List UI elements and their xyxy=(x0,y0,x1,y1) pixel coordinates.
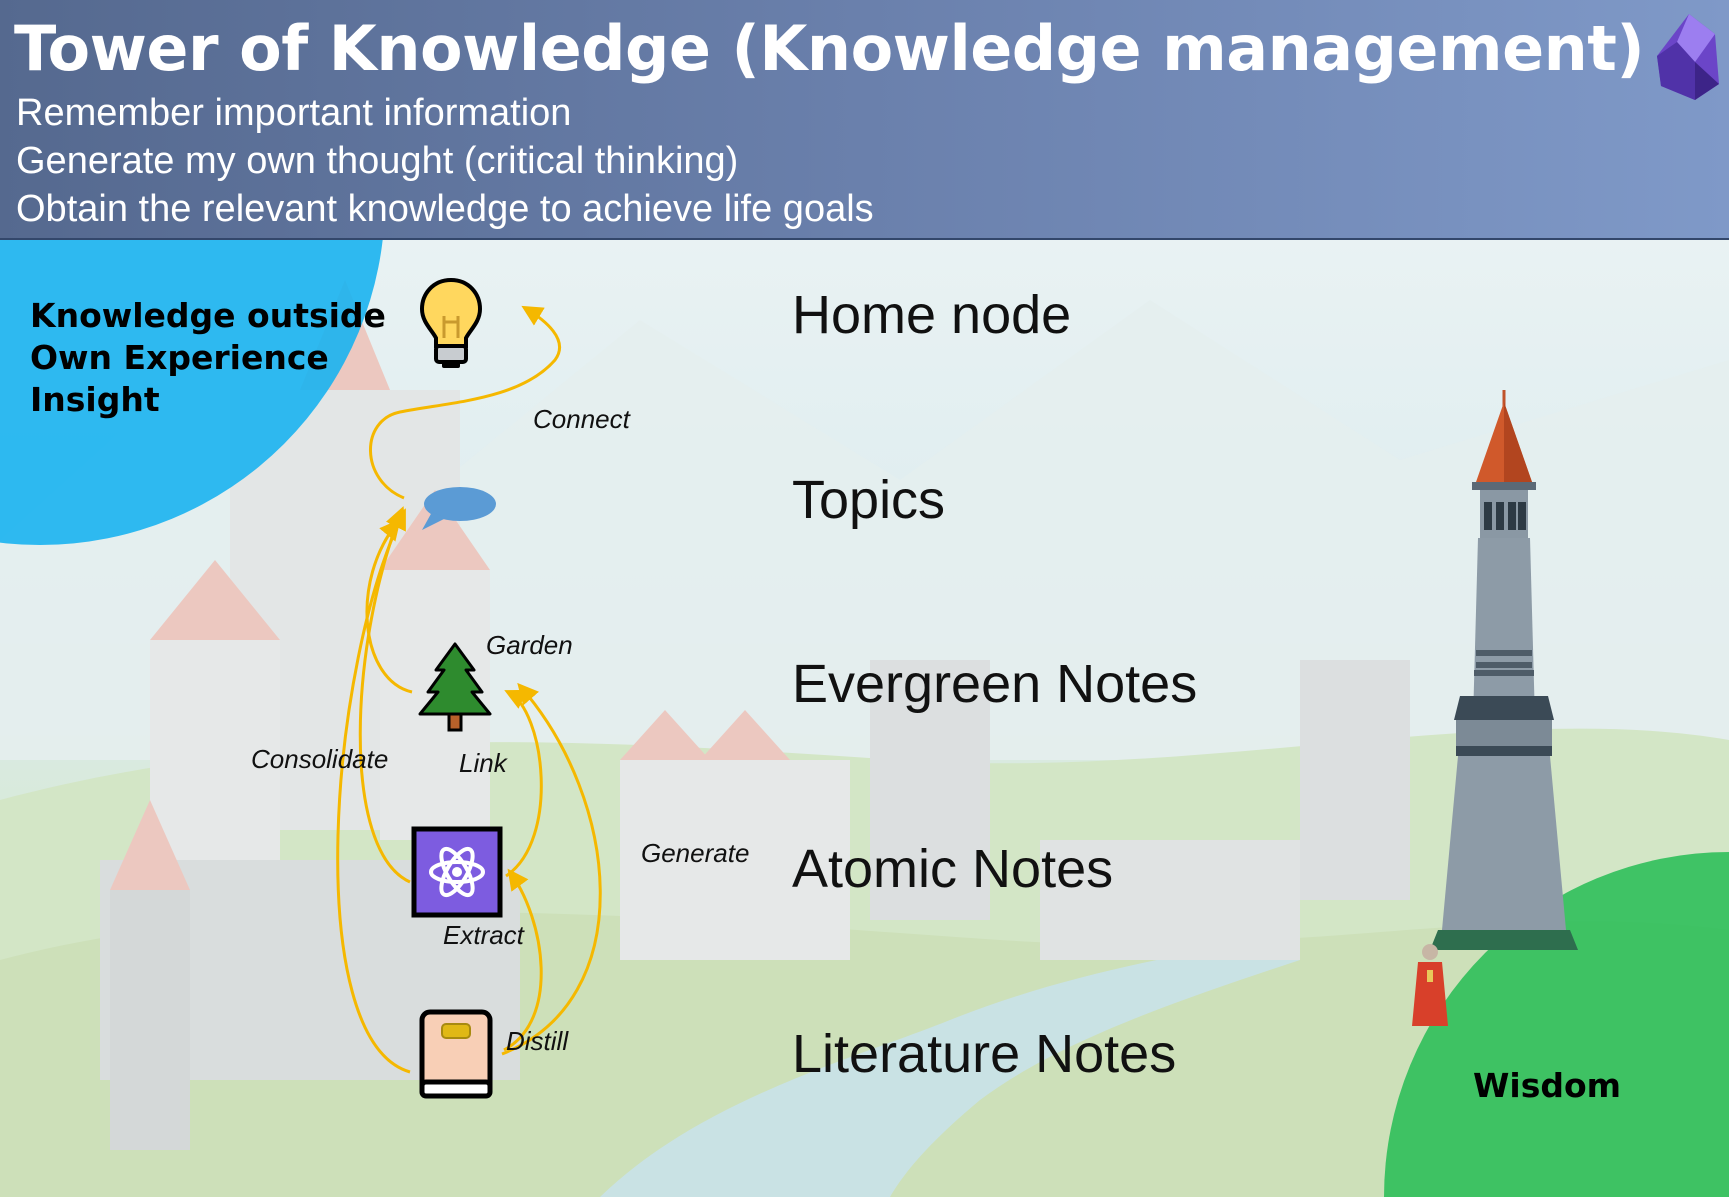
background-illustration xyxy=(0,240,1729,1197)
arrow-extract xyxy=(503,868,543,1052)
evergreen-tree-icon xyxy=(418,642,492,732)
header-line-generate: Generate my own thought (critical thinki… xyxy=(16,140,739,182)
level-label-home-node: Home node xyxy=(792,285,1072,345)
level-label-atomic-notes: Atomic Notes xyxy=(792,839,1114,899)
castle-background-scene: Knowledge outside Own Experience Insight… xyxy=(0,240,1729,1197)
lightbulb-icon xyxy=(419,277,483,368)
obsidian-gem-icon xyxy=(1657,14,1719,100)
level-label-evergreen-notes: Evergreen Notes xyxy=(792,654,1198,714)
arrow-connect xyxy=(369,305,562,500)
monk-figure-icon xyxy=(1412,944,1448,1026)
level-label-topics: Topics xyxy=(792,470,946,530)
edge-label-garden: Garden xyxy=(486,630,573,660)
arrow-layer xyxy=(336,305,602,1074)
header-line-obtain: Obtain the relevant knowledge to achieve… xyxy=(16,188,874,230)
edge-label-extract: Extract xyxy=(443,920,524,950)
wisdom-label: Wisdom xyxy=(1473,1066,1622,1105)
arrow-atomic-to-topics xyxy=(358,506,411,884)
arrow-link xyxy=(504,689,543,878)
edge-label-distill: Distill xyxy=(506,1026,569,1056)
header-banner: Tower of Knowledge (Knowledge management… xyxy=(0,0,1729,240)
edge-label-link: Link xyxy=(459,748,507,778)
arrow-generate xyxy=(501,682,602,1056)
edge-label-connect: Connect xyxy=(533,404,630,434)
arrow-garden xyxy=(365,518,413,694)
speech-bubble-icon xyxy=(422,487,496,530)
level-label-literature-notes: Literature Notes xyxy=(792,1024,1177,1084)
book-icon xyxy=(419,1009,493,1099)
corner-text-insight: Insight xyxy=(30,380,160,419)
arrow-consolidate xyxy=(336,508,411,1074)
corner-text-knowledge-outside: Knowledge outside xyxy=(30,296,386,335)
page-title: Tower of Knowledge (Knowledge management… xyxy=(14,12,1645,85)
atom-icon xyxy=(411,826,503,918)
tower-illustration xyxy=(1430,390,1578,950)
corner-text-own-experience: Own Experience xyxy=(30,338,329,377)
edge-label-generate: Generate xyxy=(641,838,750,868)
header-line-remember: Remember important information xyxy=(16,92,572,134)
edge-label-consolidate: Consolidate xyxy=(251,744,389,774)
